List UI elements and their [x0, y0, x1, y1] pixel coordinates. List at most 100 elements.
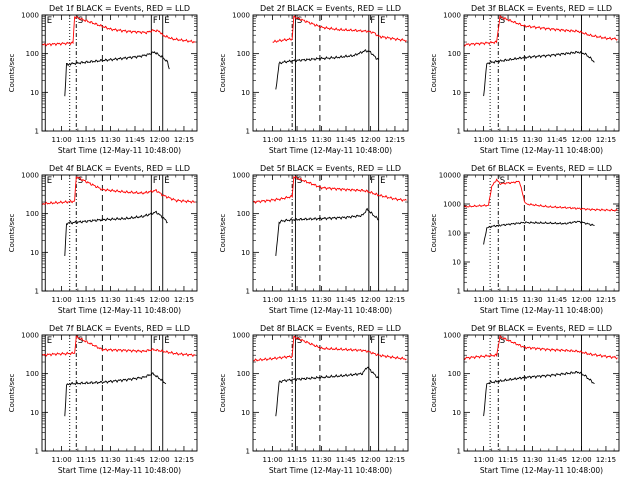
x-tick-label: 11:15 [498, 296, 518, 304]
plot-frame [463, 334, 620, 452]
time-marker-label: S [78, 176, 83, 186]
y-tick-label: 100 [448, 50, 461, 58]
x-tick-label: 11:00 [262, 456, 282, 464]
y-tick-label: 10 [241, 249, 250, 257]
panel-title: Det 1f BLACK = Events, RED = LLD [49, 4, 190, 13]
x-tick-label: 11:15 [76, 136, 96, 144]
lld-series-line [42, 335, 196, 358]
x-tick-label: 11:30 [100, 456, 120, 464]
panel-title: Det 2f BLACK = Events, RED = LLD [260, 4, 401, 13]
y-tick-label: 100 [448, 230, 461, 238]
plot-frame [41, 174, 198, 292]
panel-title: Det 8f BLACK = Events, RED = LLD [260, 324, 401, 333]
x-tick-label: 12:00 [149, 136, 169, 144]
panel-title: Det 5f BLACK = Events, RED = LLD [260, 164, 401, 173]
y-tick-label: 1000 [443, 201, 461, 209]
x-tick-label: 11:45 [125, 136, 145, 144]
x-tick-label: 12:00 [360, 456, 380, 464]
detector-panel: Det 1f BLACK = Events, RED = LLD Counts/s… [8, 4, 198, 155]
y-tick-label: 100 [237, 210, 250, 218]
events-series-line [275, 366, 380, 417]
x-tick-label: 11:00 [262, 296, 282, 304]
x-tick-label: 12:00 [149, 296, 169, 304]
x-tick-label: 12:00 [571, 136, 591, 144]
x-tick-label: 12:00 [149, 456, 169, 464]
y-tick-label: 10 [452, 259, 461, 267]
y-tick-label: 1000 [232, 172, 250, 180]
x-tick-label: 11:30 [522, 456, 542, 464]
panel-title: Det 7f BLACK = Events, RED = LLD [49, 324, 190, 333]
x-axis-label: Start Time (12-May-11 10:48:00) [269, 146, 392, 155]
x-tick-label: 11:45 [547, 456, 567, 464]
y-tick-label: 1 [457, 448, 461, 456]
plot-frame [463, 174, 620, 292]
x-tick-label: 12:00 [360, 296, 380, 304]
y-tick-label: 100 [26, 370, 39, 378]
panel-title: Det 3f BLACK = Events, RED = LLD [471, 4, 612, 13]
events-series-line [483, 370, 595, 417]
x-tick-label: 11:45 [336, 296, 356, 304]
y-tick-label: 1000 [21, 172, 39, 180]
x-axis-label: Start Time (12-May-11 10:48:00) [58, 466, 181, 475]
events-series-line [64, 210, 168, 257]
plot-frame [41, 14, 198, 132]
events-series-line [275, 207, 379, 256]
x-tick-label: 11:00 [262, 136, 282, 144]
y-tick-label: 1 [457, 128, 461, 136]
time-marker-label: S [297, 16, 302, 26]
events-series-line [483, 220, 595, 245]
x-tick-label: 11:45 [336, 456, 356, 464]
x-tick-label: 11:30 [311, 456, 331, 464]
x-tick-label: 11:15 [76, 296, 96, 304]
x-axis-label: Start Time (12-May-11 10:48:00) [269, 306, 392, 315]
x-tick-label: 11:15 [76, 456, 96, 464]
x-tick-label: 12:15 [385, 136, 405, 144]
detector-panel: Det 8f BLACK = Events, RED = LLD Counts/s… [219, 324, 409, 475]
y-tick-label: 100 [26, 50, 39, 58]
time-marker-label: S [297, 336, 302, 346]
y-tick-label: 1000 [443, 12, 461, 20]
y-axis-label: Counts/sec [219, 54, 227, 93]
y-tick-label: 1000 [21, 332, 39, 340]
time-marker-label: E [164, 336, 169, 346]
lld-series-line [464, 15, 618, 47]
events-series-line [483, 50, 595, 97]
y-tick-label: 10 [30, 89, 39, 97]
x-tick-label: 11:15 [287, 136, 307, 144]
time-marker-label: S [78, 336, 83, 346]
time-marker-label: E [164, 16, 169, 26]
x-tick-label: 11:30 [100, 136, 120, 144]
detector-panel: Det 3f BLACK = Events, RED = LLD Counts/s… [430, 4, 620, 155]
time-marker-label: E [47, 16, 52, 26]
time-marker-label: F [370, 336, 375, 346]
y-axis-label: Counts/sec [430, 54, 438, 93]
x-tick-label: 12:15 [174, 296, 194, 304]
y-tick-label: 1000 [232, 12, 250, 20]
y-axis-label: Counts/sec [219, 374, 227, 413]
x-tick-label: 11:30 [100, 296, 120, 304]
time-marker-label: E [380, 176, 385, 186]
y-tick-label: 1000 [232, 332, 250, 340]
events-series-line [275, 49, 379, 90]
y-tick-label: 100 [237, 50, 250, 58]
y-tick-label: 10 [452, 89, 461, 97]
y-axis-label: Counts/sec [430, 374, 438, 413]
y-tick-label: 1 [246, 128, 250, 136]
events-series-line [64, 372, 167, 417]
x-tick-label: 11:00 [51, 296, 71, 304]
panel-title: Det 4f BLACK = Events, RED = LLD [49, 164, 190, 173]
x-tick-label: 11:15 [287, 456, 307, 464]
detector-panel: Det 7f BLACK = Events, RED = LLD Counts/s… [8, 324, 198, 475]
y-tick-label: 10 [30, 249, 39, 257]
x-tick-label: 12:15 [385, 456, 405, 464]
time-marker-label: F [153, 176, 158, 186]
time-marker-label: E [164, 176, 169, 186]
detector-panel: Det 4f BLACK = Events, RED = LLD Counts/s… [8, 164, 198, 315]
time-marker-label: S [500, 176, 505, 186]
x-tick-label: 11:00 [473, 296, 493, 304]
x-tick-label: 11:15 [498, 456, 518, 464]
lld-series-line [253, 335, 407, 362]
y-tick-label: 1000 [443, 332, 461, 340]
x-tick-label: 11:45 [125, 296, 145, 304]
y-tick-label: 1 [246, 448, 250, 456]
